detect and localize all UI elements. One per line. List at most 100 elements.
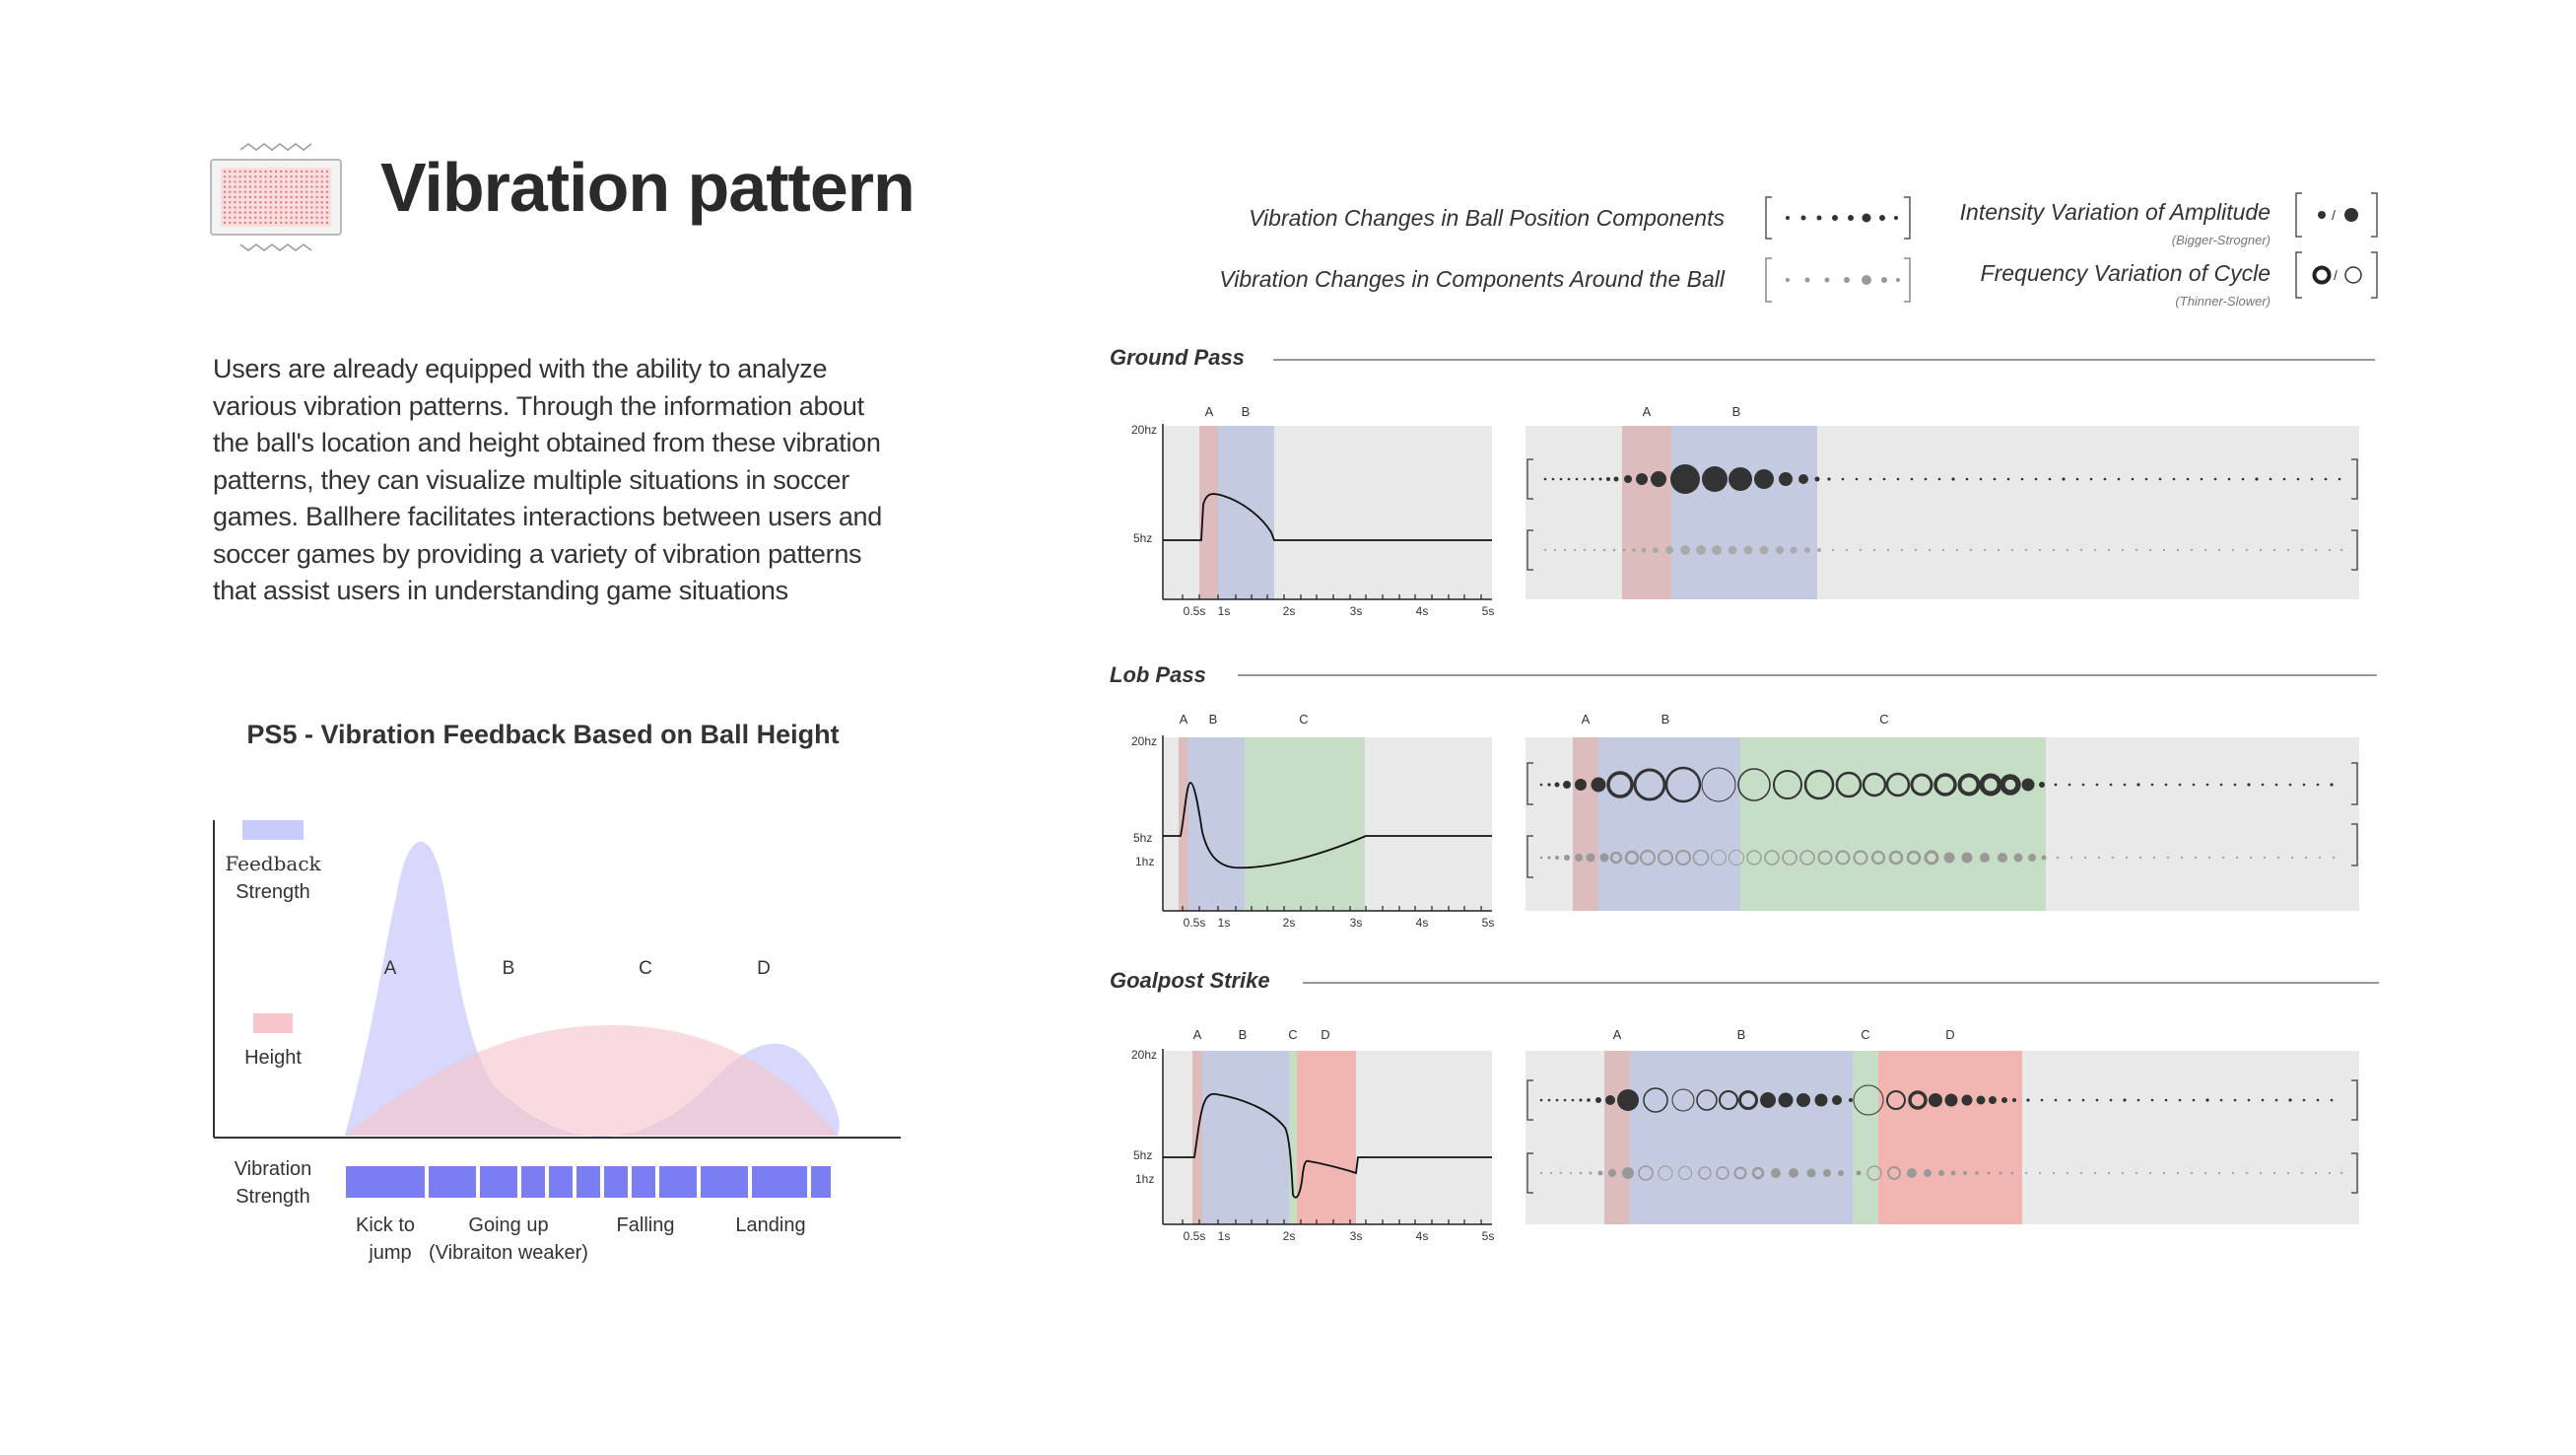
ball-position-dots (1539, 766, 2334, 803)
phase-label: C (1288, 1027, 1297, 1042)
x-ticks (1182, 594, 1482, 599)
ps5-height-chart: Feedback Strength Height A B C D Vibrati… (213, 820, 901, 1264)
x-tick-label: 1s (1218, 604, 1231, 618)
phase-band-c (1853, 1051, 1878, 1224)
ball-position-dots (1539, 1084, 2334, 1116)
vibration-bar (701, 1166, 748, 1198)
description-line: soccer games by providing a variety of v… (213, 538, 862, 569)
phase-label: C (1879, 712, 1888, 727)
x-tick-label: 1s (1218, 916, 1231, 930)
phase-label-a: A (384, 958, 397, 979)
x-tick-label: 2s (1283, 1229, 1296, 1243)
phase-falling-label: Falling (617, 1214, 675, 1236)
phase-going-up-label: (Vibraiton weaker) (429, 1242, 588, 1264)
ground-pass-frequency-chart: A B 20hz 5hz 0.5s 1s 2s 3s 4s 5s (1131, 404, 1495, 618)
x-tick-label: 2s (1283, 916, 1296, 930)
vibration-bar (752, 1166, 807, 1198)
section-divider (1273, 359, 2375, 361)
height-curve (345, 1025, 838, 1136)
phase-label: B (1209, 712, 1218, 727)
controller-icon (210, 143, 342, 251)
vibration-bar (659, 1166, 697, 1198)
x-tick-label: 1s (1218, 1229, 1231, 1243)
x-tick-label: 0.5s (1184, 604, 1206, 618)
description-line: various vibration patterns. Through the … (213, 390, 864, 421)
phase-band-a (1199, 426, 1218, 599)
phase-band-b (1202, 1051, 1289, 1224)
phase-band-a (1622, 426, 1671, 599)
phase-band-b (1188, 737, 1245, 911)
phase-label: A (1613, 1027, 1622, 1042)
y-tick-label: 5hz (1133, 1148, 1152, 1162)
phase-label-c: C (639, 958, 652, 979)
x-tick-label: 5s (1482, 604, 1495, 618)
ps5-chart-title: PS5 - Vibration Feedback Based on Ball H… (246, 720, 840, 749)
vibration-bar (604, 1166, 628, 1198)
phase-band-c (1245, 737, 1365, 911)
phase-label-b: B (503, 958, 515, 979)
phase-band-a (1573, 737, 1598, 911)
legend-symbols-right: / / (2295, 192, 2378, 299)
phase-label: B (1732, 404, 1741, 419)
x-tick-label: 3s (1350, 916, 1363, 930)
vibration-bar (521, 1166, 545, 1198)
x-tick-label: 4s (1416, 916, 1429, 930)
vibration-bar (549, 1166, 573, 1198)
y-tick-label: 20hz (1131, 1048, 1157, 1062)
description: Users are already equipped with the abil… (213, 351, 903, 610)
lob-pass-frequency-chart: A B C 20hz 5hz 1hz 0.5s 1s 2s 3s 4s 5s (1131, 712, 1494, 930)
svg-text:/: / (2334, 267, 2338, 283)
section-title-lob-pass: Lob Pass (1110, 662, 1206, 687)
phase-label: A (1193, 1027, 1202, 1042)
phase-band-a (1179, 737, 1188, 911)
y-tick-label: 5hz (1133, 831, 1152, 845)
phase-label: A (1582, 712, 1591, 727)
frequency-line (1163, 782, 1492, 869)
vibration-bar (811, 1166, 831, 1198)
phase-band-d (1297, 1051, 1356, 1224)
height-legend-swatch (253, 1013, 293, 1033)
x-tick-label: 0.5s (1184, 916, 1206, 930)
vibration-label: Vibration (235, 1158, 312, 1180)
frequency-line (1163, 493, 1492, 541)
phase-band-b (1630, 1051, 1853, 1224)
description-line: that assist users in understanding game … (213, 576, 788, 605)
ball-position-dots (1543, 464, 2341, 494)
height-legend-label: Height (244, 1047, 302, 1069)
around-ball-dots (1539, 1165, 2343, 1181)
x-ticks (1182, 1219, 1482, 1224)
description-line: games. Ballhere facilitates interactions… (213, 502, 882, 531)
phase-label: D (1945, 1027, 1954, 1042)
phase-band-c (1740, 737, 2046, 911)
x-tick-label: 3s (1350, 604, 1363, 618)
phase-label: A (1643, 404, 1652, 419)
lob-pass-vibration-dots: A B C (1525, 712, 2359, 911)
legend-symbols-left (1765, 196, 1911, 303)
legend-around-ball: Vibration Changes in Components Around t… (1219, 266, 1725, 292)
x-tick-label: 0.5s (1184, 1229, 1206, 1243)
goalpost-strike-vibration-dots: A B C D (1525, 1027, 2359, 1224)
phase-label: A (1180, 712, 1188, 727)
section-divider (1238, 674, 2377, 676)
phase-landing-label: Landing (735, 1214, 805, 1236)
svg-text:/: / (2332, 207, 2336, 223)
phase-label-d: D (757, 958, 771, 979)
vibration-bar (576, 1166, 600, 1198)
around-ball-dots (1539, 849, 2336, 866)
x-tick-label: 2s (1283, 604, 1296, 618)
frequency-line (1163, 1092, 1492, 1199)
vibration-label: Strength (236, 1186, 310, 1208)
section-title-ground-pass: Ground Pass (1110, 345, 1245, 370)
goalpost-strike-frequency-chart: A B C D 20hz 5hz 1hz 0.5s 1s 2s 3s 4s 5s (1131, 1027, 1494, 1243)
feedback-legend-swatch (242, 820, 304, 840)
section-title-goalpost-strike: Goalpost Strike (1110, 968, 1270, 993)
x-ticks (1182, 906, 1482, 911)
vibration-bar (632, 1166, 655, 1198)
phase-label: B (1737, 1027, 1746, 1042)
x-tick-label: 3s (1350, 1229, 1363, 1243)
x-tick-label: 4s (1416, 1229, 1429, 1243)
description-line: the ball's location and height obtained … (213, 428, 881, 457)
phase-band-c (1289, 1051, 1297, 1224)
ground-pass-vibration-dots: A B (1525, 404, 2359, 599)
row-brackets (1526, 1079, 2358, 1194)
